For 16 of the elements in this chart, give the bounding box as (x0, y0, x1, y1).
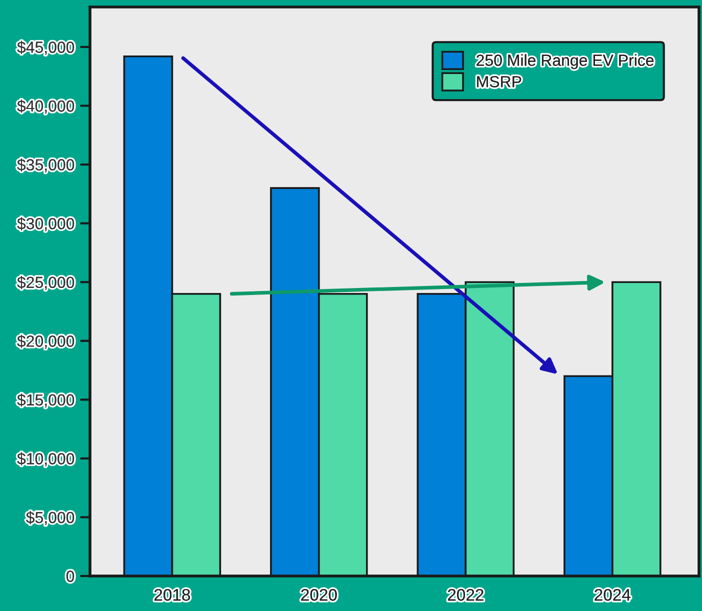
y-tick-label: $35,000 (17, 158, 74, 172)
y-tick-label: $5,000 (26, 511, 74, 526)
y-tick-label: $15,000 (17, 394, 74, 408)
legend-label: 250 Mile Range EV Price (476, 54, 654, 70)
x-tick-label: 2020 (301, 588, 337, 601)
y-tick-label: $20,000 (17, 334, 74, 349)
legend-label: MSRP (477, 76, 522, 88)
y-tick-label: $40,000 (17, 100, 74, 114)
y-tick-label: $10,000 (17, 452, 74, 466)
x-tick-label: 2022 (448, 588, 484, 601)
y-tick-label: $30,000 (17, 217, 74, 232)
x-tick-label: 2024 (594, 588, 630, 601)
y-tick-label: $45,000 (17, 40, 74, 55)
y-tick-label: 0 (66, 570, 74, 582)
y-tick-label: $25,000 (17, 276, 74, 290)
x-tick-label: 2018 (154, 588, 190, 601)
